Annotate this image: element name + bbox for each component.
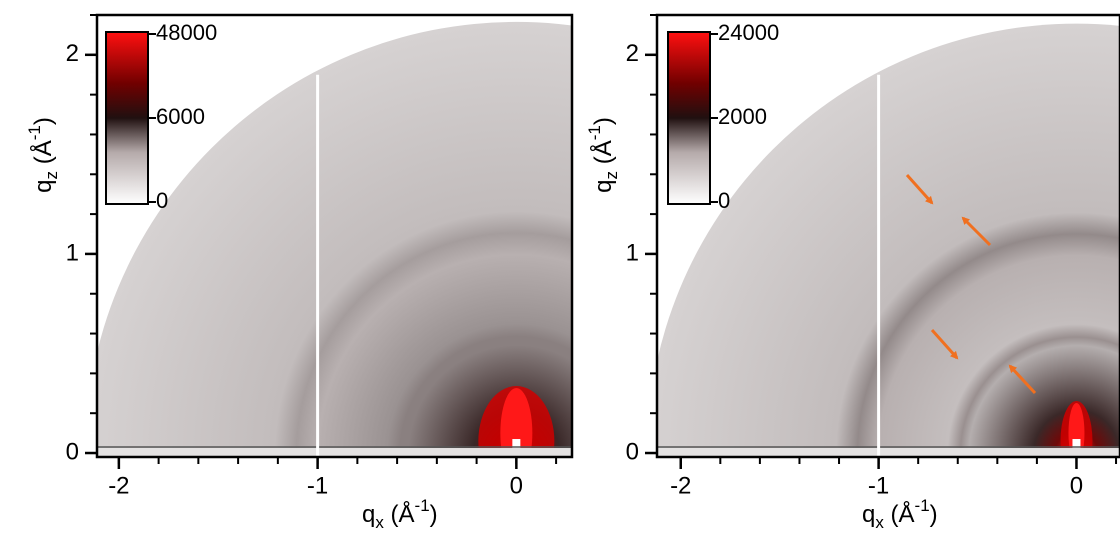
colorbar-bar	[105, 31, 149, 205]
horizon-strip	[657, 448, 1120, 457]
colorbar: 0 2000 24000	[665, 20, 779, 213]
axis-title-part: (Å	[589, 140, 617, 171]
axis-title-part: )	[930, 501, 938, 528]
horizon-strip	[97, 448, 572, 457]
scattering-image	[657, 23, 1120, 454]
scattering-image	[97, 21, 572, 454]
arrow	[930, 329, 959, 360]
colorbar-tick-label: 24000	[718, 20, 779, 45]
axis-title-part: -1	[915, 496, 930, 515]
axis-title-part: q	[30, 179, 57, 192]
axis-title-part: q	[362, 501, 375, 528]
axis-title-part: q	[862, 501, 875, 528]
y-tick-label: 2	[66, 40, 79, 67]
axis-title: qx (Å-1)	[862, 496, 938, 532]
axis-title-part: (Å	[29, 140, 57, 171]
beamstop	[1072, 439, 1081, 454]
detector-image	[657, 23, 1120, 457]
y-tick-label: 2	[626, 40, 639, 67]
axis-title-part: )	[590, 117, 617, 125]
detector-image	[97, 21, 572, 457]
axis-title-part: )	[30, 117, 57, 125]
axis-title-part: z	[602, 171, 621, 180]
colorbar-tick-label: 48000	[156, 20, 217, 45]
arrow	[1008, 364, 1037, 395]
colorbar-tick-label: 0	[718, 188, 730, 213]
arrow	[961, 216, 992, 247]
arrows	[905, 174, 1037, 395]
y-tick-label: 1	[66, 239, 79, 266]
x-tick-label: -2	[670, 472, 691, 499]
x-tick-label: -2	[108, 472, 129, 499]
axis-title-part: (Å	[884, 500, 915, 528]
colorbar-tick-label: 2000	[718, 104, 767, 129]
axis-title-part: -1	[25, 125, 44, 140]
axis-title-part: -1	[415, 496, 430, 515]
colorbar-tick-label: 6000	[156, 104, 205, 129]
axis-title: qz (Å-1)	[25, 117, 61, 193]
specular-core	[500, 388, 533, 457]
colorbar-bar	[667, 31, 711, 205]
colorbar: 0 6000 48000	[103, 20, 217, 213]
y-tick-label: 1	[626, 239, 639, 266]
beamstop	[512, 439, 521, 454]
axis-title-part: x	[875, 513, 884, 532]
axis-title-part: q	[590, 179, 617, 192]
axis-title: qz (Å-1)	[585, 117, 621, 193]
y-tick-label: 0	[66, 438, 79, 465]
arrow	[905, 174, 934, 205]
plot-frame	[655, 13, 1120, 459]
axis-title-part: (Å	[384, 500, 415, 528]
x-tick-label: -1	[868, 472, 889, 499]
axis-title-part: x	[375, 513, 384, 532]
y-tick-label: 0	[626, 438, 639, 465]
colorbar-tick-label: 0	[156, 188, 168, 213]
x-tick-label: 0	[1070, 472, 1083, 499]
plot-frame	[95, 13, 574, 459]
axis-title-part: z	[42, 171, 61, 180]
x-tick-label: -1	[307, 472, 328, 499]
x-tick-label: 0	[510, 472, 523, 499]
axis-title-part: -1	[585, 125, 604, 140]
axis-title-part: )	[430, 501, 438, 528]
axis-title: qx (Å-1)	[362, 496, 438, 532]
